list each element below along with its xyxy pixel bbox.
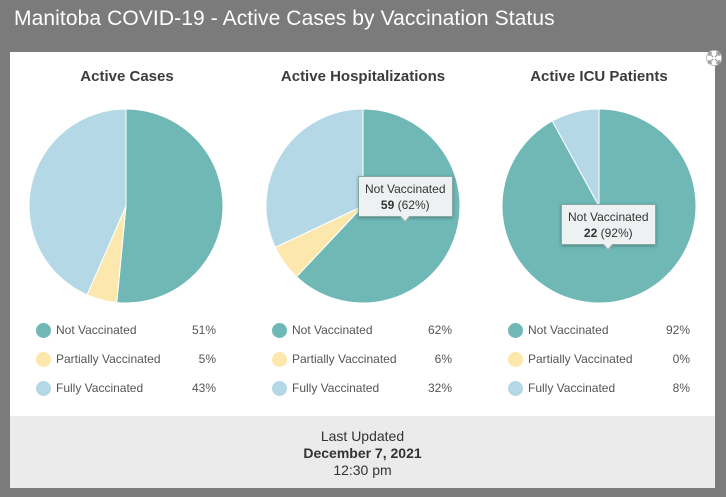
page-title: Manitoba COVID-19 - Active Cases by Vacc…	[14, 7, 555, 30]
legend-row-not-vaccinated[interactable]: Not Vaccinated 62%	[272, 322, 462, 340]
legend-label: Partially Vaccinated	[528, 352, 633, 366]
legend-row-fully-vaccinated[interactable]: Fully Vaccinated 32%	[272, 380, 462, 398]
tooltip-label: Not Vaccinated	[365, 182, 446, 196]
legend-label: Not Vaccinated	[292, 323, 373, 337]
last-updated-date: December 7, 2021	[303, 445, 422, 461]
legend-value: 0%	[672, 352, 690, 366]
legend-row-partially-vaccinated[interactable]: Partially Vaccinated 6%	[272, 351, 462, 369]
chart-title-active-cases: Active Cases	[80, 68, 174, 85]
title-bar: Manitoba COVID-19 - Active Cases by Vacc…	[0, 0, 726, 44]
legend-row-not-vaccinated[interactable]: Not Vaccinated 51%	[36, 322, 226, 340]
legend-row-fully-vaccinated[interactable]: Fully Vaccinated 43%	[36, 380, 226, 398]
legend-label: Not Vaccinated	[56, 323, 137, 337]
pie-active-cases[interactable]	[28, 108, 224, 304]
legend-dot-not-vaccinated	[36, 323, 51, 338]
footer: Last Updated December 7, 2021 12:30 pm	[10, 416, 715, 488]
legend-dot-fully-vaccinated	[272, 381, 287, 396]
tooltip-pct: (92%)	[600, 226, 633, 240]
slice-fully-vaccinated[interactable]	[265, 108, 364, 248]
legend-value: 6%	[434, 352, 452, 366]
legend-label: Not Vaccinated	[528, 323, 609, 337]
legend-row-partially-vaccinated[interactable]: Partially Vaccinated 5%	[36, 351, 226, 369]
chart-title-active-hospitalizations: Active Hospitalizations	[280, 68, 446, 85]
tooltip-value: 59 (62%)	[365, 197, 446, 213]
legend-dot-not-vaccinated	[272, 323, 287, 338]
legend-value: 62%	[427, 323, 452, 337]
legend-value: 51%	[191, 323, 216, 337]
legend-row-not-vaccinated[interactable]: Not Vaccinated 92%	[508, 322, 698, 340]
chart-title-active-icu-patients: Active ICU Patients	[530, 68, 668, 85]
tooltip-icu: Not Vaccinated 22 (92%)	[561, 204, 656, 251]
legend-value: 32%	[427, 381, 452, 395]
last-updated-label: Last Updated	[320, 428, 405, 444]
legend-dot-partially-vaccinated	[508, 352, 523, 367]
legend-label: Fully Vaccinated	[56, 381, 144, 395]
tooltip-count: 59	[380, 198, 395, 212]
legend-dot-partially-vaccinated	[272, 352, 287, 367]
legend-value: 8%	[672, 381, 690, 395]
tooltip-arrow-fill	[400, 215, 411, 221]
legend-label: Fully Vaccinated	[528, 381, 616, 395]
tooltip-count: 22	[583, 226, 598, 240]
expand-icon[interactable]	[706, 50, 722, 66]
tooltip-label: Not Vaccinated	[568, 210, 649, 224]
tooltip-hospitalizations: Not Vaccinated 59 (62%)	[358, 176, 453, 223]
legend-value: 43%	[191, 381, 216, 395]
tooltip-arrow-fill	[603, 243, 614, 249]
tooltip-pct: (62%)	[397, 198, 430, 212]
legend-row-partially-vaccinated[interactable]: Partially Vaccinated 0%	[508, 351, 698, 369]
legend-value: 92%	[665, 323, 690, 337]
legend-row-fully-vaccinated[interactable]: Fully Vaccinated 8%	[508, 380, 698, 398]
last-updated-time: 12:30 pm	[333, 462, 392, 478]
legend-value: 5%	[198, 352, 216, 366]
tooltip-value: 22 (92%)	[568, 225, 649, 241]
legend-label: Partially Vaccinated	[292, 352, 397, 366]
legend-label: Fully Vaccinated	[292, 381, 380, 395]
legend-dot-partially-vaccinated	[36, 352, 51, 367]
slice-fully-vaccinated[interactable]	[551, 108, 600, 207]
legend-dot-fully-vaccinated	[36, 381, 51, 396]
slice-not-vaccinated[interactable]	[116, 108, 224, 304]
legend-dot-fully-vaccinated	[508, 381, 523, 396]
legend-dot-not-vaccinated	[508, 323, 523, 338]
slice-fully-vaccinated[interactable]	[28, 108, 127, 296]
legend-label: Partially Vaccinated	[56, 352, 161, 366]
